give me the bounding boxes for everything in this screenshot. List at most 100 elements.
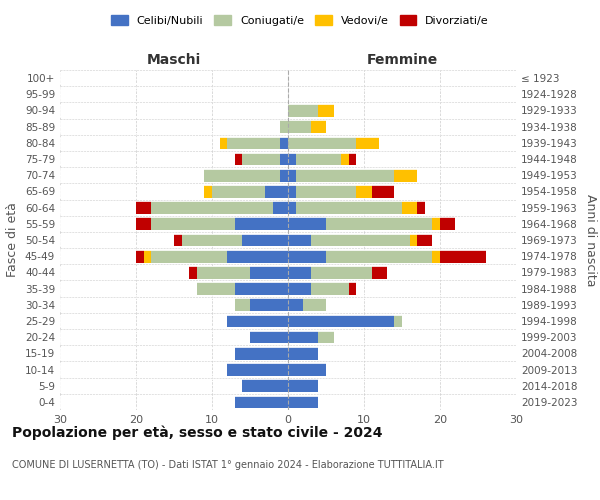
Bar bbox=[288, 331, 319, 344]
Bar bbox=[371, 185, 394, 198]
Bar bbox=[288, 185, 296, 198]
Bar bbox=[227, 314, 288, 328]
Bar bbox=[280, 120, 288, 133]
Bar bbox=[288, 347, 319, 360]
Bar bbox=[197, 266, 250, 278]
Bar bbox=[151, 250, 227, 262]
Bar bbox=[136, 218, 151, 230]
Bar bbox=[212, 185, 265, 198]
Bar bbox=[250, 266, 288, 278]
Text: Popolazione per età, sesso e stato civile - 2024: Popolazione per età, sesso e stato civil… bbox=[12, 425, 383, 440]
Bar bbox=[288, 250, 326, 262]
Bar bbox=[60, 298, 516, 311]
Bar bbox=[288, 314, 394, 328]
Bar bbox=[319, 104, 334, 117]
Bar bbox=[235, 152, 242, 166]
Bar bbox=[311, 120, 326, 133]
Bar bbox=[349, 282, 356, 295]
Bar bbox=[440, 218, 455, 230]
Bar bbox=[341, 152, 349, 166]
Bar bbox=[356, 185, 371, 198]
Bar bbox=[433, 250, 440, 262]
Bar bbox=[288, 152, 296, 166]
Bar bbox=[60, 185, 516, 198]
Bar bbox=[288, 202, 296, 214]
Bar bbox=[288, 120, 311, 133]
Bar bbox=[227, 250, 288, 262]
Text: COMUNE DI LUSERNETTA (TO) - Dati ISTAT 1° gennaio 2024 - Elaborazione TUTTITALIA: COMUNE DI LUSERNETTA (TO) - Dati ISTAT 1… bbox=[12, 460, 443, 470]
Bar bbox=[60, 282, 516, 295]
Bar bbox=[296, 169, 394, 181]
Bar bbox=[273, 202, 288, 214]
Bar bbox=[235, 298, 250, 311]
Bar bbox=[349, 152, 356, 166]
Bar bbox=[235, 282, 288, 295]
Bar bbox=[440, 250, 485, 262]
Bar bbox=[394, 169, 417, 181]
Bar bbox=[265, 185, 288, 198]
Text: Maschi: Maschi bbox=[147, 53, 201, 67]
Bar bbox=[60, 331, 516, 344]
Bar bbox=[433, 218, 440, 230]
Bar bbox=[326, 218, 433, 230]
Bar bbox=[151, 218, 235, 230]
Bar bbox=[143, 250, 151, 262]
Bar bbox=[60, 218, 516, 230]
Bar bbox=[250, 298, 288, 311]
Bar bbox=[60, 136, 516, 149]
Bar bbox=[60, 152, 516, 166]
Bar bbox=[60, 250, 516, 262]
Bar bbox=[151, 202, 273, 214]
Bar bbox=[288, 363, 326, 376]
Bar bbox=[296, 152, 341, 166]
Bar bbox=[60, 266, 516, 278]
Bar bbox=[60, 314, 516, 328]
Bar bbox=[394, 314, 402, 328]
Bar bbox=[182, 234, 242, 246]
Bar bbox=[296, 202, 402, 214]
Bar bbox=[288, 380, 319, 392]
Y-axis label: Anni di nascita: Anni di nascita bbox=[584, 194, 597, 286]
Bar bbox=[311, 266, 371, 278]
Y-axis label: Fasce di età: Fasce di età bbox=[7, 202, 19, 278]
Bar bbox=[174, 234, 182, 246]
Bar bbox=[417, 234, 433, 246]
Bar bbox=[410, 234, 417, 246]
Bar bbox=[60, 169, 516, 181]
Bar bbox=[288, 266, 311, 278]
Bar bbox=[417, 202, 425, 214]
Bar bbox=[136, 202, 151, 214]
Bar bbox=[60, 202, 516, 214]
Bar bbox=[280, 152, 288, 166]
Bar bbox=[288, 104, 319, 117]
Bar bbox=[60, 120, 516, 133]
Bar bbox=[60, 347, 516, 360]
Bar bbox=[235, 396, 288, 408]
Bar bbox=[235, 218, 288, 230]
Bar bbox=[205, 185, 212, 198]
Bar bbox=[288, 396, 319, 408]
Bar bbox=[303, 298, 326, 311]
Bar bbox=[288, 218, 326, 230]
Bar bbox=[205, 169, 280, 181]
Bar bbox=[227, 363, 288, 376]
Bar bbox=[402, 202, 417, 214]
Bar bbox=[227, 136, 280, 149]
Bar bbox=[288, 169, 296, 181]
Bar bbox=[296, 185, 356, 198]
Bar bbox=[288, 136, 356, 149]
Bar bbox=[60, 396, 516, 408]
Bar bbox=[371, 266, 387, 278]
Bar bbox=[356, 136, 379, 149]
Bar bbox=[60, 380, 516, 392]
Bar bbox=[235, 347, 288, 360]
Bar bbox=[197, 282, 235, 295]
Bar bbox=[280, 169, 288, 181]
Bar bbox=[288, 282, 311, 295]
Text: Femmine: Femmine bbox=[367, 53, 437, 67]
Bar bbox=[136, 250, 143, 262]
Bar bbox=[326, 250, 433, 262]
Legend: Celibi/Nubili, Coniugati/e, Vedovi/e, Divorziati/e: Celibi/Nubili, Coniugati/e, Vedovi/e, Di… bbox=[107, 10, 493, 30]
Bar bbox=[311, 282, 349, 295]
Bar bbox=[242, 152, 280, 166]
